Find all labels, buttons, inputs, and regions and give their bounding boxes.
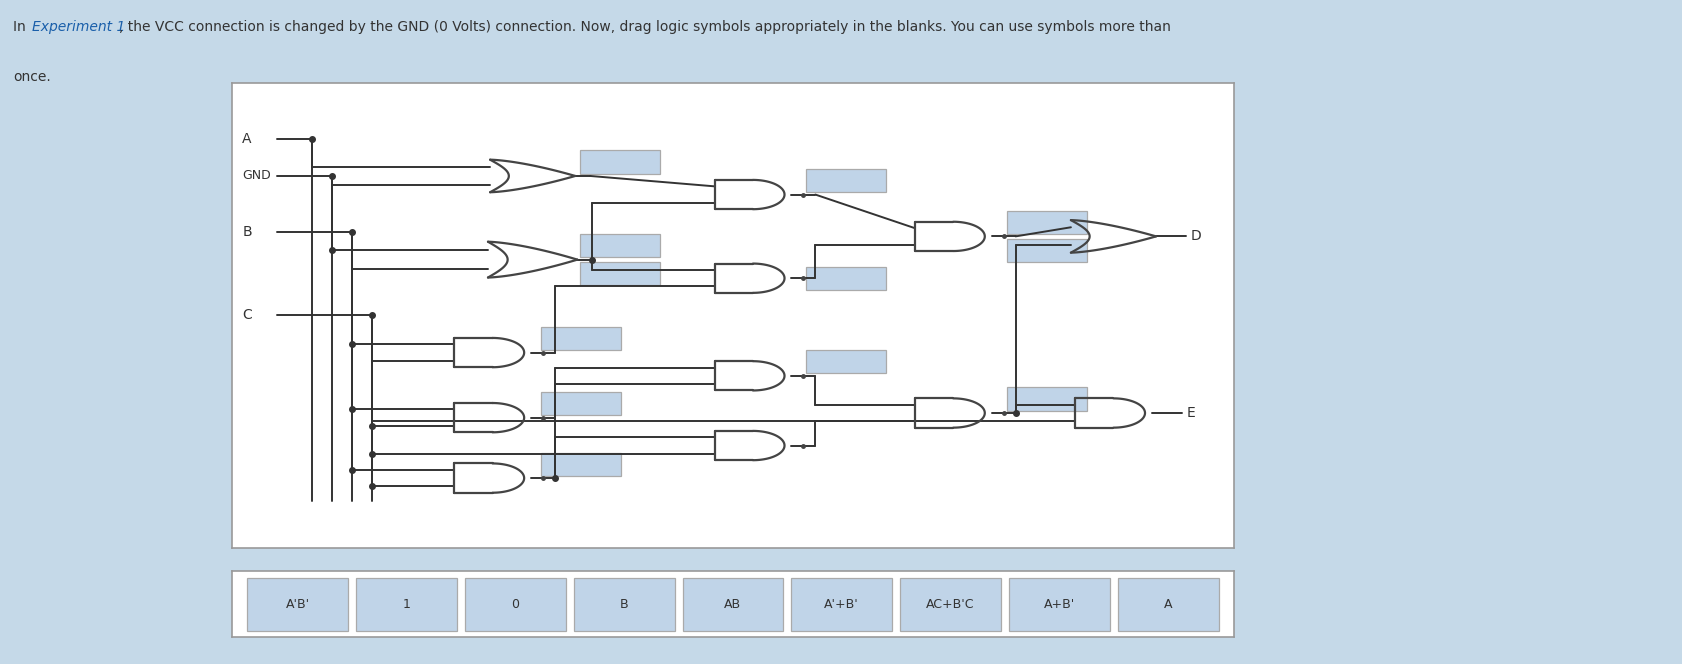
Text: GND: GND — [242, 169, 271, 183]
FancyBboxPatch shape — [1006, 211, 1087, 234]
FancyBboxPatch shape — [357, 578, 456, 631]
FancyBboxPatch shape — [1006, 238, 1087, 262]
Text: A'+B': A'+B' — [824, 598, 858, 611]
FancyBboxPatch shape — [806, 266, 886, 290]
FancyBboxPatch shape — [580, 262, 659, 286]
FancyBboxPatch shape — [900, 578, 1001, 631]
FancyBboxPatch shape — [683, 578, 782, 631]
Text: 0: 0 — [511, 598, 520, 611]
Text: Experiment 1: Experiment 1 — [32, 20, 124, 34]
FancyBboxPatch shape — [1117, 578, 1218, 631]
Text: C: C — [242, 308, 252, 323]
Text: D: D — [1191, 229, 1201, 244]
Text: once.: once. — [13, 70, 50, 84]
FancyBboxPatch shape — [1009, 578, 1108, 631]
Text: A: A — [1164, 598, 1172, 611]
FancyBboxPatch shape — [580, 234, 659, 257]
FancyBboxPatch shape — [540, 453, 621, 475]
Text: 1: 1 — [402, 598, 410, 611]
FancyBboxPatch shape — [806, 169, 886, 192]
FancyBboxPatch shape — [464, 578, 565, 631]
FancyBboxPatch shape — [540, 392, 621, 416]
FancyBboxPatch shape — [574, 578, 674, 631]
Text: A: A — [242, 131, 252, 146]
Text: B: B — [619, 598, 627, 611]
FancyBboxPatch shape — [580, 150, 659, 173]
FancyBboxPatch shape — [1006, 387, 1087, 410]
Text: E: E — [1186, 406, 1194, 420]
FancyBboxPatch shape — [806, 351, 886, 373]
Text: AC+B'C: AC+B'C — [925, 598, 974, 611]
FancyBboxPatch shape — [791, 578, 891, 631]
Text: AB: AB — [723, 598, 742, 611]
FancyBboxPatch shape — [247, 578, 348, 631]
Text: In: In — [13, 20, 30, 34]
FancyBboxPatch shape — [540, 327, 621, 351]
Text: A'B': A'B' — [286, 598, 309, 611]
Text: , the VCC connection is changed by the GND (0 Volts) connection. Now, drag logic: , the VCC connection is changed by the G… — [119, 20, 1171, 34]
Text: B: B — [242, 224, 252, 239]
Text: A+B': A+B' — [1043, 598, 1075, 611]
